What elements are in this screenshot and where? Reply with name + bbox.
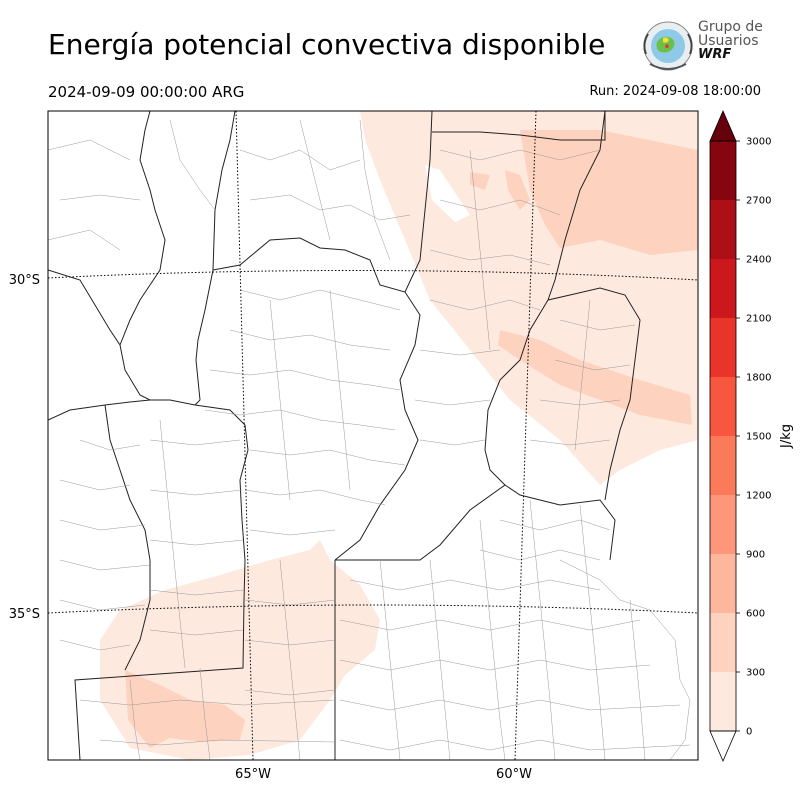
colorbar-tick-label: 1500 bbox=[746, 432, 771, 443]
meridian-60w bbox=[514, 111, 537, 760]
colorbar-tick-label: 1200 bbox=[746, 491, 771, 502]
parallel-30s bbox=[48, 269, 698, 281]
lat-label-35s: 35°S bbox=[9, 607, 40, 622]
cape-region-mesopotamia-band bbox=[498, 330, 692, 425]
meridian-65w bbox=[235, 111, 254, 760]
colorbar-tick-label: 600 bbox=[746, 609, 765, 620]
logo-line-2: Usuarios bbox=[698, 33, 759, 49]
run-time: Run: 2024-09-08 18:00:00 bbox=[589, 84, 761, 99]
colorbar-tick-label: 1800 bbox=[746, 373, 771, 384]
cape-region-east-streak bbox=[470, 172, 490, 190]
department-borders bbox=[48, 119, 691, 760]
lat-label-30s: 30°S bbox=[9, 273, 40, 288]
cape-region-lake-gap bbox=[425, 165, 470, 222]
lon-label-60w: 60°W bbox=[496, 767, 532, 782]
colorbar-segment bbox=[710, 377, 736, 436]
logo-line-1: Grupo de bbox=[698, 19, 763, 35]
colorbar-tick-label: 2700 bbox=[746, 196, 771, 207]
colorbar-segment bbox=[710, 672, 736, 731]
colorbar-extend-min bbox=[709, 730, 737, 763]
graticule bbox=[48, 111, 698, 760]
colorbar-segment bbox=[710, 259, 736, 318]
cape-region-southwest bbox=[100, 540, 380, 760]
colorbar-tick-label: 0 bbox=[746, 727, 752, 738]
map-frame bbox=[47, 110, 699, 761]
colorbar-unit-label: J/kg bbox=[779, 424, 794, 449]
parallel-35s bbox=[48, 604, 698, 614]
colorbar-tick-label: 3000 bbox=[746, 137, 771, 148]
map-background bbox=[48, 111, 698, 760]
wrf-logo: Grupo de Usuarios WRF bbox=[638, 18, 768, 74]
colorbar: 0 300 600 900 1200 1500 1800 2100 2400 2700 3000 bbox=[709, 109, 771, 763]
map-area bbox=[48, 111, 698, 760]
colorbar-segment bbox=[710, 200, 736, 259]
colorbar-tick-label: 900 bbox=[746, 550, 765, 561]
valid-time: 2024-09-09 00:00:00 ARG bbox=[48, 83, 245, 101]
cape-region-northeast-moderate bbox=[520, 130, 698, 255]
colorbar-segment bbox=[710, 141, 736, 200]
lon-label-65w: 65°W bbox=[235, 767, 271, 782]
page-title: Energía potencial convectiva disponible bbox=[48, 28, 606, 61]
cape-region-southwest-moderate bbox=[125, 670, 245, 748]
colorbar-frame bbox=[709, 140, 737, 732]
colorbar-tick-label: 2100 bbox=[746, 314, 771, 325]
logo-line-3: WRF bbox=[698, 47, 732, 62]
colorbar-extend-max bbox=[709, 109, 737, 142]
colorbar-segment bbox=[710, 318, 736, 377]
globe-logo-icon bbox=[643, 21, 693, 71]
colorbar-segment bbox=[710, 613, 736, 672]
province-borders bbox=[48, 111, 641, 760]
colorbar-segment bbox=[710, 495, 736, 554]
colorbar-segment bbox=[710, 436, 736, 495]
cape-region-northeast bbox=[360, 111, 698, 485]
colorbar-tick-label: 2400 bbox=[746, 255, 771, 266]
logo-text: Grupo de Usuarios WRF bbox=[698, 20, 763, 62]
cape-region-northeast-streak bbox=[505, 170, 530, 210]
colorbar-segment bbox=[710, 554, 736, 613]
colorbar-tick-label: 300 bbox=[746, 668, 765, 679]
